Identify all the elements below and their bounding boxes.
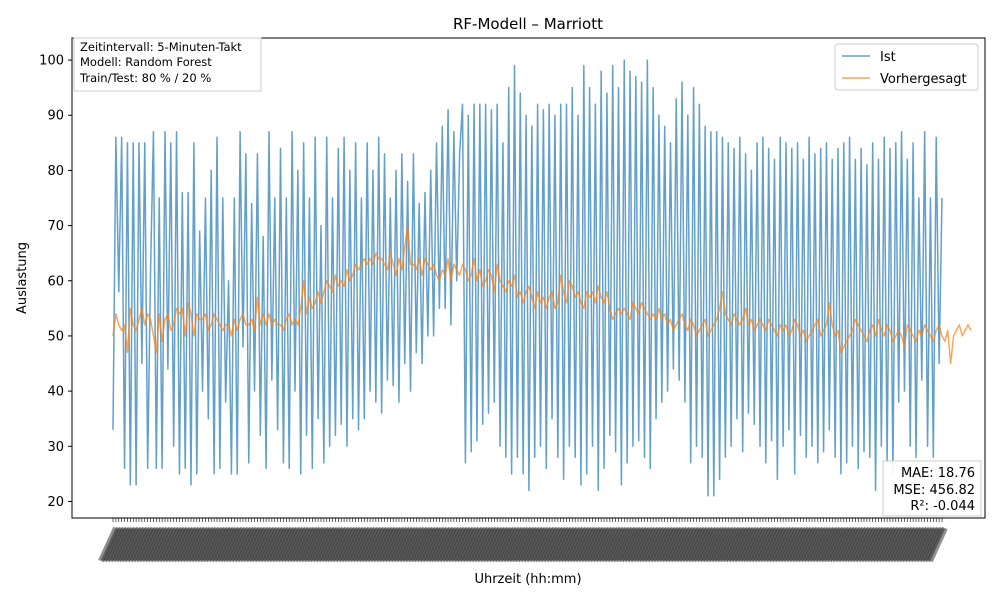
y-tick-label: 40 <box>47 385 64 400</box>
metrics-box-frame <box>882 460 982 517</box>
y-axis: 20 30 40 50 60 70 80 90 100 <box>39 54 72 510</box>
y-tick-label: 90 <box>47 109 64 124</box>
legend: Ist Vorhergesagt <box>834 43 979 91</box>
ist-series-line <box>112 59 943 497</box>
legend-predicted-label: Vorhergesagt <box>880 72 967 87</box>
y-tick-label: 60 <box>47 274 64 289</box>
predicted-series-line <box>112 224 972 365</box>
legend-ist-label: Ist <box>880 50 896 65</box>
x-axis <box>98 518 948 563</box>
ist-series-group <box>112 59 943 497</box>
info-box-frame <box>73 37 262 92</box>
x-axis-label: Uhrzeit (hh:mm) <box>474 572 581 587</box>
metrics-box: MAE: 18.76 MSE: 456.82 R²: -0.044 <box>882 460 982 517</box>
y-tick-label: 80 <box>47 164 64 179</box>
info-box: Zeitintervall: 5-Minuten-Takt Modell: Ra… <box>73 37 262 92</box>
chart-title: RF-Modell – Marriott <box>453 15 603 33</box>
metric-r2: R²: -0.044 <box>910 499 975 514</box>
y-tick-label: 20 <box>47 495 64 510</box>
y-tick-label: 70 <box>47 219 64 234</box>
info-line-interval: Zeitintervall: 5-Minuten-Takt <box>80 40 242 54</box>
legend-frame <box>834 43 979 91</box>
y-tick-label: 30 <box>47 440 64 455</box>
x-tick-label-mark <box>927 526 948 563</box>
y-tick-label: 50 <box>47 329 64 344</box>
plot-frame <box>71 37 986 519</box>
predicted-series-group <box>112 224 972 365</box>
metric-mae: MAE: 18.76 <box>901 466 975 481</box>
info-line-model: Modell: Random Forest <box>80 55 212 69</box>
info-line-split: Train/Test: 80 % / 20 % <box>79 71 211 85</box>
y-axis-label: Auslastung <box>15 242 30 314</box>
metric-mse: MSE: 456.82 <box>893 483 975 498</box>
plot-area <box>71 37 986 519</box>
y-tick-label: 100 <box>39 54 64 69</box>
